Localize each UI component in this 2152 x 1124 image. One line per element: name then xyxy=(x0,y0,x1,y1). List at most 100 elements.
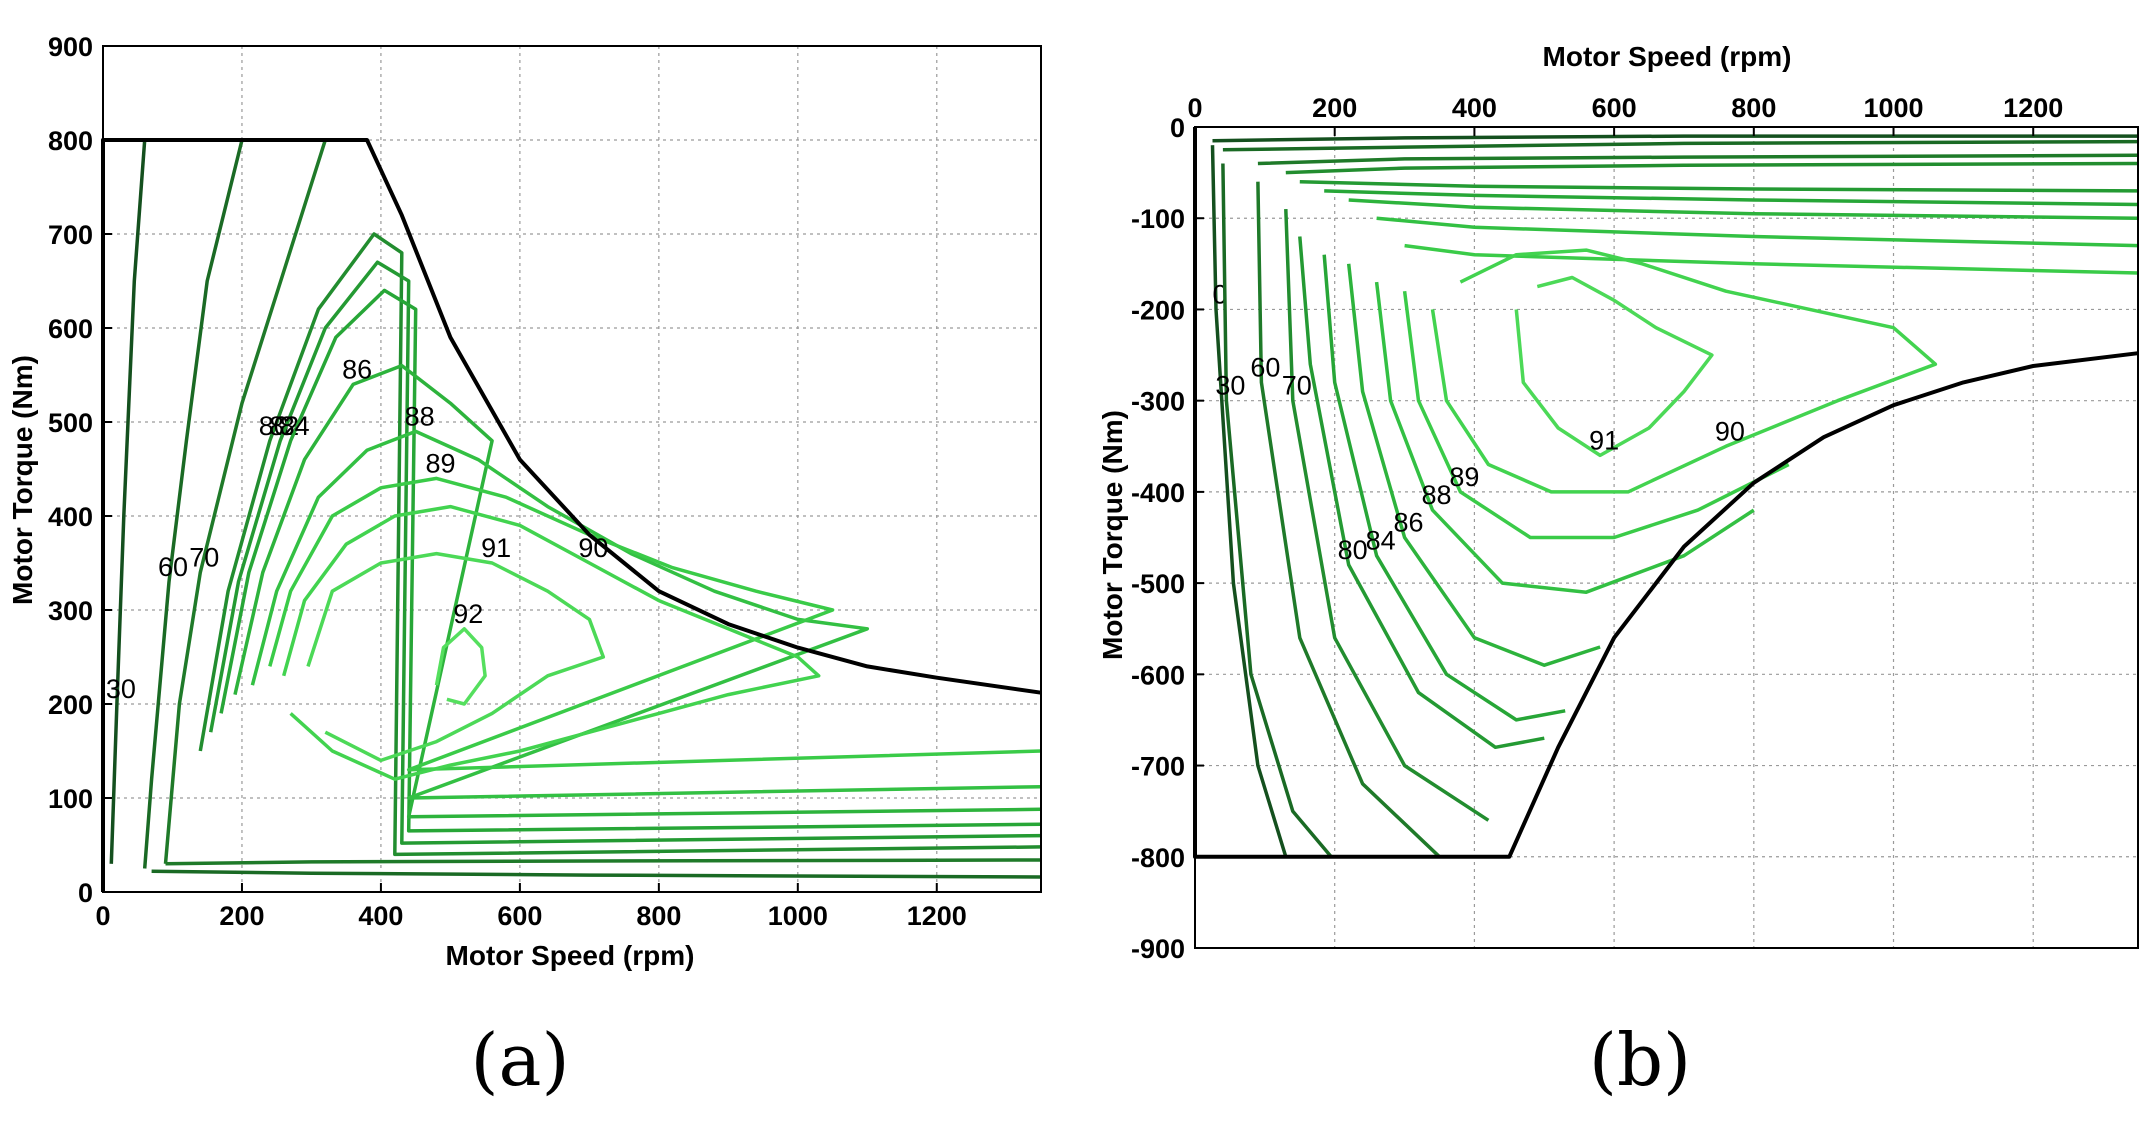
contour-label: 30 xyxy=(106,674,136,704)
x-tick-label: 200 xyxy=(1312,93,1357,123)
x-tick-label: 800 xyxy=(636,901,681,931)
contour-line-84 xyxy=(219,288,1042,833)
axes-box xyxy=(1194,126,2139,949)
contour-line-70-tail xyxy=(165,858,1042,866)
x-tick-label: 1200 xyxy=(907,901,967,931)
contour-line-86 xyxy=(233,363,1042,819)
y-tick-label: 100 xyxy=(48,784,93,814)
contour-line-88 xyxy=(1374,281,1755,594)
y-tick-label: -800 xyxy=(1131,843,1185,873)
contour-label: 88 xyxy=(405,401,435,431)
contour-line-30 xyxy=(109,139,147,864)
contour-line-70-tail xyxy=(1285,161,2139,175)
y-tick-label: -400 xyxy=(1131,478,1185,508)
x-tick-label: 0 xyxy=(1187,93,1202,123)
y-tick-label: -700 xyxy=(1131,752,1185,782)
contour-label: 70 xyxy=(1282,371,1312,401)
y-tick-label: -900 xyxy=(1131,934,1185,964)
y-tick-label: -100 xyxy=(1131,204,1185,234)
contour-line-30 xyxy=(1221,163,1333,858)
contour-label: 88 xyxy=(1421,480,1451,510)
torque-envelope xyxy=(101,138,1042,892)
contour-line-70 xyxy=(163,139,327,864)
x-tick-label: 200 xyxy=(219,901,264,931)
torque-envelope xyxy=(1193,127,2139,859)
contour-line-89 xyxy=(1402,290,1790,540)
x-tick-label: 1000 xyxy=(768,901,828,931)
contour-line-30-tail xyxy=(1222,139,2139,152)
contour-label: 91 xyxy=(1589,425,1619,455)
contour-label: 89 xyxy=(425,448,455,478)
panel-label: (b) xyxy=(1589,1018,1691,1102)
contour-line-88 xyxy=(250,429,1042,800)
contour-line-60 xyxy=(142,139,244,869)
axes-box xyxy=(102,45,1042,893)
contour-line-60-tail xyxy=(151,869,1042,879)
x-tick-label: 400 xyxy=(358,901,403,931)
contour-line-90 xyxy=(1430,248,1938,494)
x-tick-label: 800 xyxy=(1731,93,1776,123)
y-tick-label: 300 xyxy=(48,596,93,626)
y-tick-label: -300 xyxy=(1131,387,1185,417)
contour-label: 91 xyxy=(481,533,511,563)
y-tick-label: 800 xyxy=(48,126,93,156)
contour-line-84 xyxy=(1322,254,1566,722)
y-axis-title: Motor Torque (Nm) xyxy=(1097,410,1128,660)
x-tick-label: 600 xyxy=(497,901,542,931)
contour-line-86-tail xyxy=(1348,198,2139,220)
x-axis-title: Motor Speed (rpm) xyxy=(446,940,695,971)
contour-line-91 xyxy=(1514,275,1714,458)
x-tick-label: 400 xyxy=(1452,93,1497,123)
contour-label: 30 xyxy=(1215,371,1245,401)
contour-line-84-tail xyxy=(1324,189,2139,207)
contour-label: 84 xyxy=(1366,526,1396,556)
contour-line-86 xyxy=(1346,263,1601,667)
contour-label: 86 xyxy=(342,354,372,384)
y-tick-label: -500 xyxy=(1131,569,1185,599)
contour-line-70 xyxy=(1284,209,1490,822)
y-tick-label: 700 xyxy=(48,220,93,250)
contour-line-60-tail xyxy=(1257,153,2139,166)
contour-line-60 xyxy=(1256,181,1441,859)
contour-line-82 xyxy=(208,260,1042,845)
x-tick-label: 600 xyxy=(1592,93,1637,123)
y-tick-label: 0 xyxy=(1170,113,1185,143)
contour-line-90 xyxy=(282,504,821,781)
contour-line-0 xyxy=(1210,145,1288,858)
contour-label: 80 xyxy=(1338,535,1368,565)
y-tick-label: 400 xyxy=(48,502,93,532)
contour-line-80 xyxy=(1298,236,1545,750)
contour-label: 70 xyxy=(189,542,219,572)
contour-label: 60 xyxy=(1250,352,1280,382)
contour-label: 92 xyxy=(453,599,483,629)
contour-line-88-tail xyxy=(1376,216,2139,248)
y-tick-label: -200 xyxy=(1131,295,1185,325)
x-tick-label: 0 xyxy=(95,901,110,931)
plot-area xyxy=(1195,127,2138,948)
plot-area xyxy=(103,46,1041,892)
y-axis-title: Motor Torque (Nm) xyxy=(7,355,38,605)
contour-line-0-tail xyxy=(1212,134,2138,143)
x-tick-label: 1000 xyxy=(1863,93,1923,123)
contour-label: 60 xyxy=(158,552,188,582)
contour-line-92 xyxy=(434,627,487,706)
contour-label: 89 xyxy=(1449,462,1479,492)
contour-label: 84 xyxy=(280,411,310,441)
panel-label: (a) xyxy=(470,1018,569,1102)
x-tick-label: 1200 xyxy=(2003,93,2063,123)
y-tick-label: 500 xyxy=(48,408,93,438)
contour-line-80-tail xyxy=(1299,179,2139,193)
y-tick-label: 600 xyxy=(48,314,93,344)
y-tick-label: 0 xyxy=(78,878,93,908)
x-axis-title: Motor Speed (rpm) xyxy=(1543,41,1792,72)
contour-label: 90 xyxy=(1715,416,1745,446)
y-tick-label: 200 xyxy=(48,690,93,720)
contour-label: 86 xyxy=(1394,508,1424,538)
contour-line-89-tail xyxy=(1404,243,2139,275)
y-tick-label: 900 xyxy=(48,32,93,62)
contour-line-91 xyxy=(306,551,606,763)
y-tick-label: -600 xyxy=(1131,660,1185,690)
